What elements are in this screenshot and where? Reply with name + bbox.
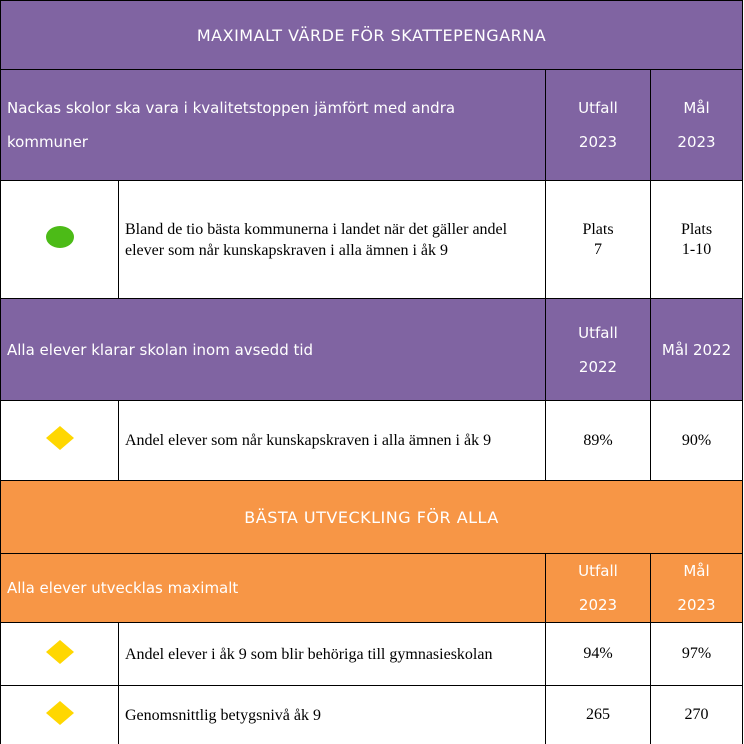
target-header: Mål 2023: [649, 553, 744, 623]
group-header-row: Nackas skolor ska vara i kvalitetstoppen…: [0, 69, 744, 181]
group-header-row: Alla elever utvecklas maximalt Utfall 20…: [0, 553, 744, 623]
status-green: [45, 226, 74, 248]
group-header-row: Alla elever klarar skolan inom avsedd ti…: [0, 298, 744, 401]
target-header: Mål 2022: [649, 298, 744, 401]
indicator-text: Genomsnittlig betygsnivå åk 9: [118, 685, 546, 744]
indicator-text: Bland de tio bästa kommunerna i landet n…: [118, 180, 546, 299]
indicator-text: Andel elever i åk 9 som blir behöriga ti…: [118, 622, 546, 686]
result-value: Plats 7: [545, 180, 651, 299]
section-title: BÄSTA UTVECKLING FÖR ALLA: [0, 480, 744, 554]
target-value: 270: [649, 685, 744, 744]
indicator-row: Genomsnittlig betygsnivå åk 9 265 270: [0, 685, 744, 744]
status-cell: [0, 685, 119, 744]
status-cell: [0, 180, 119, 299]
result-value: 89%: [545, 400, 651, 481]
result-header: Utfall 2023: [545, 553, 651, 623]
section-title: MAXIMALT VÄRDE FÖR SKATTEPENGARNA: [0, 0, 744, 70]
result-value: 94%: [545, 622, 651, 686]
goal-header: Alla elever klarar skolan inom avsedd ti…: [0, 298, 546, 401]
goal-header: Nackas skolor ska vara i kvalitetstoppen…: [0, 69, 546, 181]
status-yellow: [45, 700, 74, 725]
indicator-row: Bland de tio bästa kommunerna i landet n…: [0, 180, 744, 299]
result-value: 265: [545, 685, 651, 744]
target-header: Mål 2023: [649, 69, 744, 181]
section-title-row: MAXIMALT VÄRDE FÖR SKATTEPENGARNA: [0, 0, 744, 70]
target-value: 97%: [649, 622, 744, 686]
result-header: Utfall 2023: [545, 69, 651, 181]
target-value: 90%: [649, 400, 744, 481]
status-cell: [0, 622, 119, 686]
indicator-row: Andel elever som når kunskapskraven i al…: [0, 400, 744, 481]
status-yellow: [45, 426, 74, 450]
section-title-row: BÄSTA UTVECKLING FÖR ALLA: [0, 480, 744, 554]
goal-header: Alla elever utvecklas maximalt: [0, 553, 546, 623]
status-yellow: [45, 639, 74, 664]
result-header: Utfall 2022: [545, 298, 651, 401]
target-value: Plats 1-10: [649, 180, 744, 299]
indicator-text: Andel elever som når kunskapskraven i al…: [118, 400, 546, 481]
status-cell: [0, 400, 119, 481]
indicator-row: Andel elever i åk 9 som blir behöriga ti…: [0, 622, 744, 686]
